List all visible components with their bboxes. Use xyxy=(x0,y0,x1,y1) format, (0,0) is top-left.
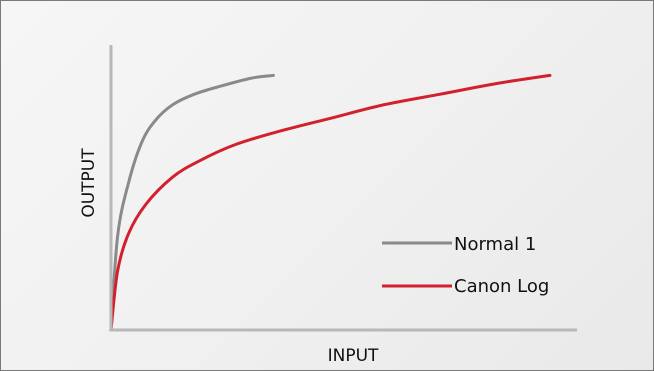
legend-label-canon-log: Canon Log xyxy=(454,276,549,297)
series-line-normal-1 xyxy=(109,73,275,332)
y-axis-title: OUTPUT xyxy=(79,148,99,218)
legend: Normal 1 Canon Log xyxy=(382,234,549,297)
chart-series-group xyxy=(109,73,552,332)
legend-label-normal-1: Normal 1 xyxy=(454,234,536,255)
series-line-canon-log xyxy=(109,73,552,332)
x-axis-title: INPUT xyxy=(328,346,379,366)
